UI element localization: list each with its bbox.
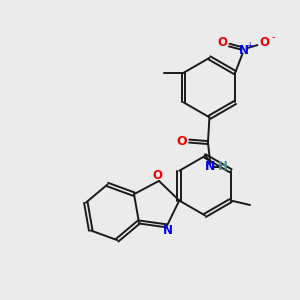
- Text: N: N: [239, 44, 249, 57]
- Text: O: O: [217, 36, 227, 49]
- Text: N: N: [205, 160, 215, 173]
- Text: H: H: [218, 160, 228, 173]
- Text: -: -: [271, 32, 275, 42]
- Text: +: +: [246, 41, 252, 50]
- Text: O: O: [259, 36, 269, 49]
- Text: O: O: [176, 135, 187, 148]
- Text: N: N: [164, 224, 173, 238]
- Text: O: O: [152, 169, 162, 182]
